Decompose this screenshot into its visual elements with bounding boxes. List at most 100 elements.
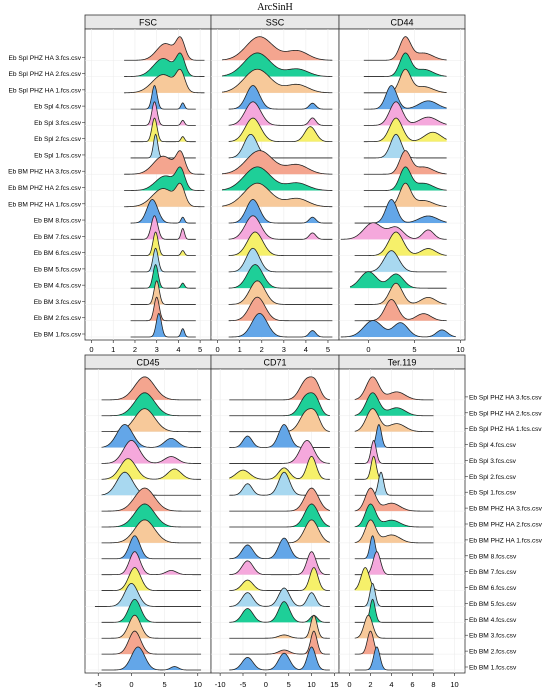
x-tick-label: 5 [287, 680, 291, 689]
ridge-area-eb-spl-phz-ha-3-fcs-csv [101, 376, 202, 400]
ridge-outline [354, 567, 434, 591]
ridge-outline [363, 52, 447, 77]
sample-label: Eb Spl 1.fcs.csv [469, 490, 517, 497]
ridge-area-eb-bm-5-fcs-csv [94, 583, 202, 607]
sample-label: Eb BM 7.fcs.csv [469, 569, 517, 576]
ridge-outline [354, 535, 434, 560]
ridge-outline [101, 376, 202, 401]
ridge-area-eb-spl-4-fcs-csv [229, 424, 330, 448]
ridge-outline [340, 222, 447, 240]
ridges [211, 376, 339, 671]
ridge-outline [363, 68, 447, 94]
sample-label: Eb BM 1.fcs.csv [469, 665, 517, 672]
ridge-area-eb-spl-1-fcs-csv [101, 472, 202, 496]
x-tick-label: 3 [282, 345, 286, 354]
ridge-area-eb-bm-8-fcs-csv [130, 199, 196, 224]
ridge-area-eb-bm-6-fcs-csv [229, 567, 330, 591]
ridge-outline [354, 503, 434, 528]
ridge-outline [124, 166, 205, 191]
ridge-outline [101, 519, 202, 544]
x-tick-label: -5 [95, 680, 102, 689]
x-tick-label: 10 [307, 680, 315, 689]
ridge-area-eb-bm-phz-ha-3-fcs-csv [229, 488, 330, 512]
panel-title: CD71 [263, 358, 286, 368]
ridge-outline [221, 166, 333, 191]
ridge-outline [228, 199, 333, 224]
ridge-outline [354, 282, 447, 305]
ridge-outline [124, 182, 205, 208]
ridge-area-eb-bm-phz-ha-1-fcs-csv [222, 183, 333, 207]
x-tick-label: 2 [260, 345, 264, 354]
ridge-outline [354, 582, 434, 607]
ridge-outline [363, 36, 447, 61]
sample-label: Eb Spl PHZ HA 3.fcs.csv [469, 394, 542, 401]
x-tick-label: 2 [133, 345, 137, 354]
ridge-area-eb-spl-phz-ha-1-fcs-csv [229, 408, 330, 432]
sample-labels-right: Eb Spl PHZ HA 3.fcs.csv Eb Spl PHZ HA 2.f… [465, 394, 543, 672]
ridge-outline [228, 296, 333, 322]
ridge-outline [221, 182, 333, 208]
x-tick-label: 6 [410, 680, 414, 689]
ridge-area-eb-bm-phz-ha-2-fcs-csv [124, 166, 205, 191]
ridge-outline [228, 247, 333, 273]
sample-label: Eb Spl 3.fcs.csv [469, 458, 517, 465]
sample-label: Eb BM 4.fcs.csv [34, 283, 82, 290]
ridge-outline [101, 598, 202, 623]
panel-title: FSC [139, 18, 158, 28]
ridge-outline [363, 166, 447, 191]
ridge-outline [228, 101, 333, 126]
ridge-outline [130, 247, 196, 273]
ridge-outline [101, 630, 202, 655]
ridge-outline [101, 503, 202, 528]
ridge-outline [130, 280, 196, 305]
sample-label: Eb BM 6.fcs.csv [469, 585, 517, 592]
ridge-outline [354, 231, 447, 257]
x-tick-label: 3 [155, 345, 159, 354]
panel-title: Ter.119 [388, 358, 417, 368]
ridge-outline [101, 646, 202, 671]
ridge-outline [228, 117, 333, 143]
ridges [85, 376, 211, 671]
ridge-outline [363, 85, 447, 110]
x-tick-label: 0 [264, 680, 268, 689]
ridge-area-eb-bm-6-fcs-csv [354, 232, 447, 256]
ridge-area-eb-spl-2-fcs-csv [229, 456, 330, 480]
ridge-outline [130, 312, 196, 338]
ridge-outline [101, 567, 202, 591]
x-tick-label: 4 [389, 680, 393, 689]
ridge-outline [130, 296, 196, 322]
x-tick-label: 10 [194, 680, 202, 689]
x-tick-label: 4 [304, 345, 308, 354]
panel-title: CD45 [136, 358, 159, 368]
ridge-area-eb-bm-8-fcs-csv [229, 538, 330, 559]
ridge-outline [354, 519, 434, 544]
ridge-area-eb-spl-phz-ha-3-fcs-csv [229, 376, 330, 400]
sample-label: Eb BM PHZ HA 1.fcs.csv [8, 201, 82, 208]
ridge-area-eb-spl-2-fcs-csv [228, 118, 333, 142]
ridge-area-eb-bm-1-fcs-csv [340, 320, 456, 337]
sample-label: Eb Spl PHZ HA 2.fcs.csv [469, 410, 542, 417]
panel-fsc: FSC 0 1 2 3 4 5 [84, 14, 212, 354]
sample-label: Eb Spl PHZ HA 1.fcs.csv [8, 87, 81, 94]
ridge-outline [229, 614, 330, 639]
ridge-outline [354, 423, 434, 448]
ridge-outline [354, 376, 434, 401]
ridge-area-eb-bm-phz-ha-3-fcs-csv [124, 150, 205, 175]
ridge-area-eb-spl-3-fcs-csv [229, 440, 330, 464]
ridge-area-eb-bm-phz-ha-1-fcs-csv [124, 183, 205, 207]
x-tick-label: 10 [450, 680, 458, 689]
ridge-area-eb-spl-phz-ha-1-fcs-csv [222, 69, 333, 93]
ridge-outline [228, 280, 333, 305]
x-tick-label: -5 [240, 680, 247, 689]
sample-label: Eb Spl 2.fcs.csv [469, 474, 517, 481]
ridge-outline [354, 408, 434, 433]
sample-label: Eb BM 4.fcs.csv [469, 617, 517, 624]
sample-label: Eb BM 8.fcs.csv [34, 218, 82, 225]
sample-label: Eb BM 3.fcs.csv [469, 633, 517, 640]
x-tick-label: 5 [326, 345, 330, 354]
ridge-area-eb-spl-4-fcs-csv [363, 85, 447, 110]
sample-label: Eb BM PHZ HA 3.fcs.csv [8, 169, 82, 176]
ridge-area-eb-bm-2-fcs-csv [101, 631, 202, 655]
sample-label: Eb Spl PHZ HA 1.fcs.csv [469, 426, 542, 433]
x-tick-label: 2 [368, 680, 372, 689]
